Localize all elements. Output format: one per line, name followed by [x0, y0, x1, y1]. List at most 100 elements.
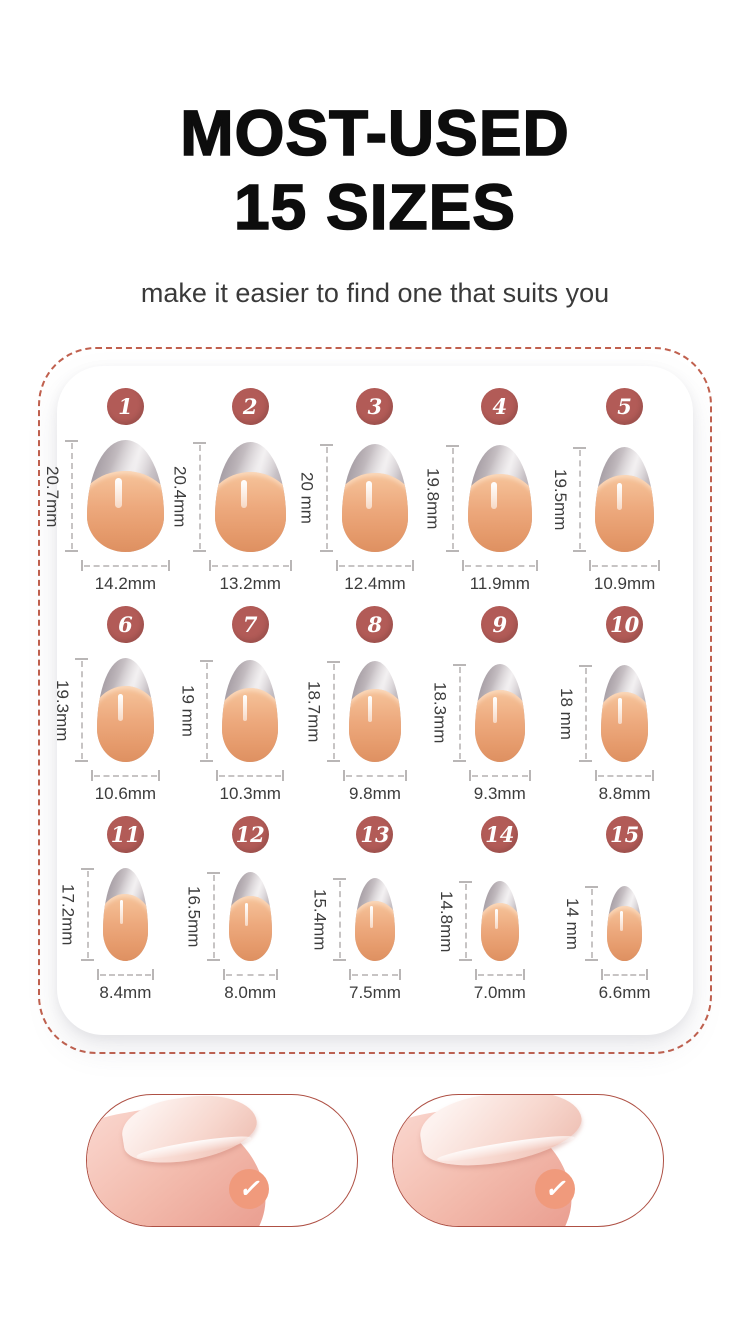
press-on-nail-illustration — [606, 885, 643, 962]
nail-measure-area: 14.8mm — [437, 868, 519, 962]
length-ruler: 20.4mm — [170, 442, 206, 553]
press-on-nail-illustration — [96, 658, 155, 763]
checkmark-icon: ✓ — [544, 1175, 566, 1204]
size-number-badge: 5 — [606, 388, 644, 426]
nail-shine-highlight — [619, 911, 623, 932]
nail-measure-area: 20.4mm — [171, 440, 286, 553]
nail-shine-highlight — [618, 698, 623, 724]
length-ruler-line — [65, 440, 79, 553]
nail-shine-highlight — [616, 482, 622, 511]
length-label: 20 mm — [297, 472, 317, 525]
length-ruler-line — [573, 446, 587, 553]
press-on-nail-illustration — [595, 446, 655, 553]
size-number-badge: 4 — [481, 388, 519, 426]
nail-shine-highlight — [115, 478, 122, 508]
fit-example-panel-1: ✓ — [86, 1094, 358, 1228]
nail-measure-area: 19.5mm — [551, 440, 655, 553]
size-number: 11 — [110, 822, 140, 848]
nail-size-cell: 3 20 mm 12.4mm — [298, 388, 438, 594]
width-ruler — [461, 560, 539, 572]
length-ruler-line — [332, 878, 346, 962]
size-number: 6 — [118, 612, 133, 638]
size-chart-card: 1 20.7mm 14.2mm 2 20.4mm — [43, 366, 693, 1036]
length-ruler: 18.7mm — [304, 661, 340, 763]
length-ruler: 17.2mm — [58, 868, 94, 962]
width-label: 8.8mm — [598, 784, 651, 804]
press-on-nail-illustration — [467, 445, 532, 553]
nail-size-cell: 8 18.7mm 9.8mm — [305, 606, 438, 804]
width-ruler — [342, 770, 408, 782]
length-ruler-line — [319, 444, 333, 553]
press-on-nail-illustration — [354, 878, 396, 962]
nail-size-cell: 10 18 mm 8.8mm — [557, 606, 687, 804]
length-ruler-line — [192, 442, 206, 553]
size-grid: 1 20.7mm 14.2mm 2 20.4mm — [43, 388, 687, 1015]
length-ruler: 19.5mm — [550, 446, 587, 553]
nail-nude-base — [228, 896, 272, 962]
nail-measure-area: 18 mm — [557, 658, 649, 763]
size-number-badge: 6 — [106, 606, 144, 644]
length-label: 15.4mm — [310, 889, 330, 951]
size-number: 14 — [485, 822, 515, 848]
header: MOST-USED 15 SIZES make it easier to fin… — [0, 0, 750, 309]
length-ruler: 18.3mm — [430, 663, 466, 763]
width-label: 10.9mm — [593, 574, 656, 594]
width-ruler — [208, 560, 293, 572]
nail-measure-area: 14 mm — [563, 868, 643, 962]
width-label: 8.0mm — [224, 983, 277, 1003]
width-ruler — [90, 770, 161, 782]
size-number-badge: 12 — [231, 816, 269, 854]
width-ruler — [594, 770, 655, 782]
length-label: 19.8mm — [423, 468, 443, 530]
nail-nude-base — [600, 691, 649, 763]
nail-measure-area: 16.5mm — [185, 868, 272, 962]
length-label: 16.5mm — [184, 886, 204, 948]
press-on-nail-illustration — [102, 868, 149, 962]
size-number: 1 — [118, 394, 133, 420]
width-label: 10.3mm — [219, 784, 281, 804]
size-number-badge: 3 — [356, 388, 394, 426]
size-number-badge: 9 — [481, 606, 519, 644]
nail-nude-base — [480, 902, 519, 962]
size-number: 4 — [492, 394, 508, 420]
fit-example-panel-2: ✓ — [392, 1094, 664, 1228]
width-ruler — [589, 560, 660, 572]
nail-size-cell: 15 14 mm 6.6mm — [562, 816, 687, 1003]
press-on-nail-illustration — [341, 444, 409, 553]
width-ruler — [222, 969, 278, 981]
width-label: 14.2mm — [94, 574, 157, 594]
size-number-badge: 2 — [231, 388, 269, 426]
width-ruler — [335, 560, 415, 572]
size-number: 2 — [242, 394, 258, 420]
nail-measure-area: 19.8mm — [424, 440, 532, 553]
nail-shine-highlight — [119, 900, 124, 925]
subtitle: make it easier to find one that suits yo… — [140, 278, 610, 309]
size-number-badge: 1 — [106, 388, 144, 426]
length-ruler-line — [80, 868, 94, 962]
title-line-2: 15 SIZES — [233, 170, 516, 244]
nail-nude-base — [222, 687, 278, 763]
nail-measure-area: 17.2mm — [59, 868, 149, 962]
nail-size-cell: 12 16.5mm 8.0mm — [185, 816, 313, 1003]
page-title: MOST-USED 15 SIZES — [0, 96, 750, 244]
length-ruler: 14.8mm — [436, 881, 472, 962]
size-number-badge: 13 — [356, 816, 394, 854]
length-ruler-line — [452, 663, 466, 763]
nail-shine-highlight — [240, 479, 247, 509]
nail-shine-highlight — [366, 480, 372, 510]
length-label: 20.4mm — [170, 466, 190, 528]
length-ruler: 19.8mm — [423, 445, 459, 553]
width-label: 13.2mm — [219, 574, 281, 594]
nail-shine-highlight — [244, 902, 249, 926]
size-number-badge: 14 — [481, 816, 519, 854]
length-label: 17.2mm — [58, 884, 78, 946]
nail-size-cell: 9 18.3mm 9.3mm — [431, 606, 562, 804]
press-on-nail-illustration — [228, 872, 272, 962]
nail-nude-base — [354, 900, 396, 962]
width-ruler — [216, 770, 284, 782]
fit-examples: ✓ ✓ — [0, 1094, 750, 1228]
nail-nude-base — [96, 686, 155, 763]
nail-nude-base — [474, 690, 525, 763]
length-ruler: 19.3mm — [52, 658, 88, 763]
